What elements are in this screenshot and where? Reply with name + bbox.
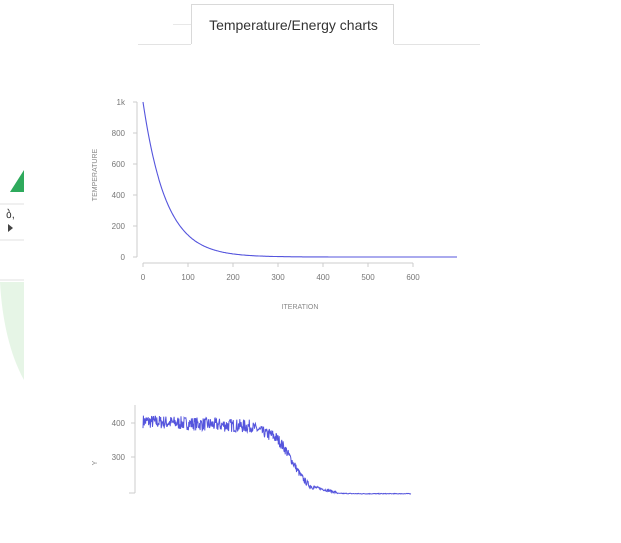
x-tick-label: 500: [361, 273, 375, 282]
y-axis-label: Y: [92, 460, 99, 465]
tab-underline-right: [394, 44, 480, 45]
tab-temperature-energy-charts[interactable]: Temperature/Energy charts: [191, 4, 394, 44]
tab-bar: Temperature/Energy charts: [0, 0, 621, 46]
y-tick-label: 800: [112, 129, 126, 138]
left-panel: ბ,: [0, 160, 24, 380]
energy-chart: 300 400 Y: [92, 405, 412, 495]
y-axis-label: TEMPERATURE: [92, 148, 99, 201]
y-tick-label: 400: [112, 419, 126, 428]
play-icon[interactable]: [8, 224, 13, 232]
tab-title: Temperature/Energy charts: [209, 17, 378, 33]
x-tick-label: 600: [406, 273, 420, 282]
x-tick-label: 0: [141, 273, 146, 282]
x-tick-label: 300: [271, 273, 285, 282]
x-tick-label: 100: [181, 273, 195, 282]
temperature-chart: 0 200 400 600 800 1k 0 100 200 300 400 500 600 TEMP…: [92, 98, 457, 311]
y-tick-label: 300: [112, 453, 126, 462]
x-tick-label: 200: [226, 273, 240, 282]
tab-underline-left: [138, 44, 191, 45]
y-tick-label: 1k: [117, 98, 126, 107]
green-arc: [0, 282, 24, 380]
y-tick-label: 600: [112, 160, 126, 169]
x-axis-label: ITERATION: [282, 304, 319, 311]
energy-series-line: [142, 415, 412, 495]
tab-divider: [173, 24, 191, 25]
y-tick-label: 200: [112, 222, 126, 231]
y-tick-label: 400: [112, 191, 126, 200]
y-tick-label: 0: [121, 253, 126, 262]
panel-fragment-text: ბ,: [6, 208, 15, 221]
x-tick-label: 400: [316, 273, 330, 282]
green-marker-icon: [10, 170, 24, 192]
temperature-series-line: [142, 101, 457, 258]
